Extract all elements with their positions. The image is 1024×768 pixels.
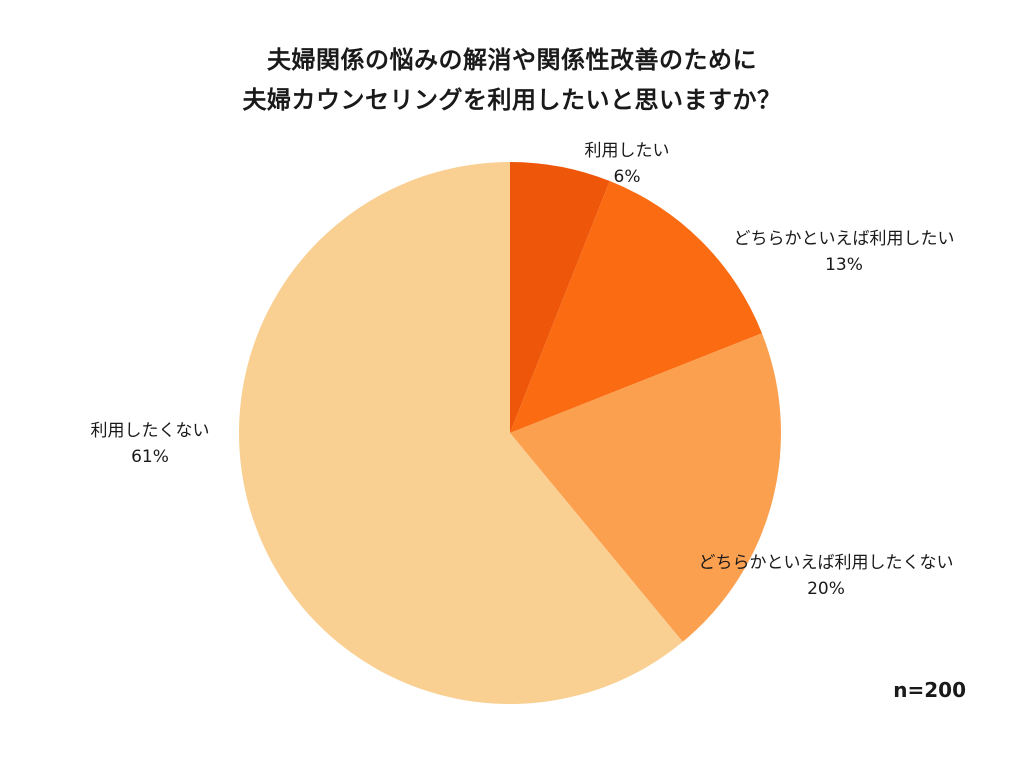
slice-label-not-use: 利用したくない 61% <box>90 421 210 467</box>
chart-title-line-2: 夫婦カウンセリングを利用したいと思いますか？ <box>242 86 782 114</box>
chart-title-line-1: 夫婦関係の悩みの解消や関係性改善のために <box>267 46 757 74</box>
slice-label-somewhat-use: どちらかといえば利用したい 13% <box>733 229 955 275</box>
pie-slice <box>238 162 683 704</box>
sample-size-note: n=200 <box>893 678 966 702</box>
pie-slice <box>510 333 781 642</box>
pie-slice <box>510 181 762 433</box>
pie-slice <box>510 162 610 433</box>
chart-title: 夫婦関係の悩みの解消や関係性改善のために 夫婦カウンセリングを利用したいと思いま… <box>0 40 1024 120</box>
slice-label-use: 利用したい 6% <box>584 141 670 187</box>
slice-label-somewhat-not-use: どちらかといえば利用したくない 20% <box>698 553 954 599</box>
